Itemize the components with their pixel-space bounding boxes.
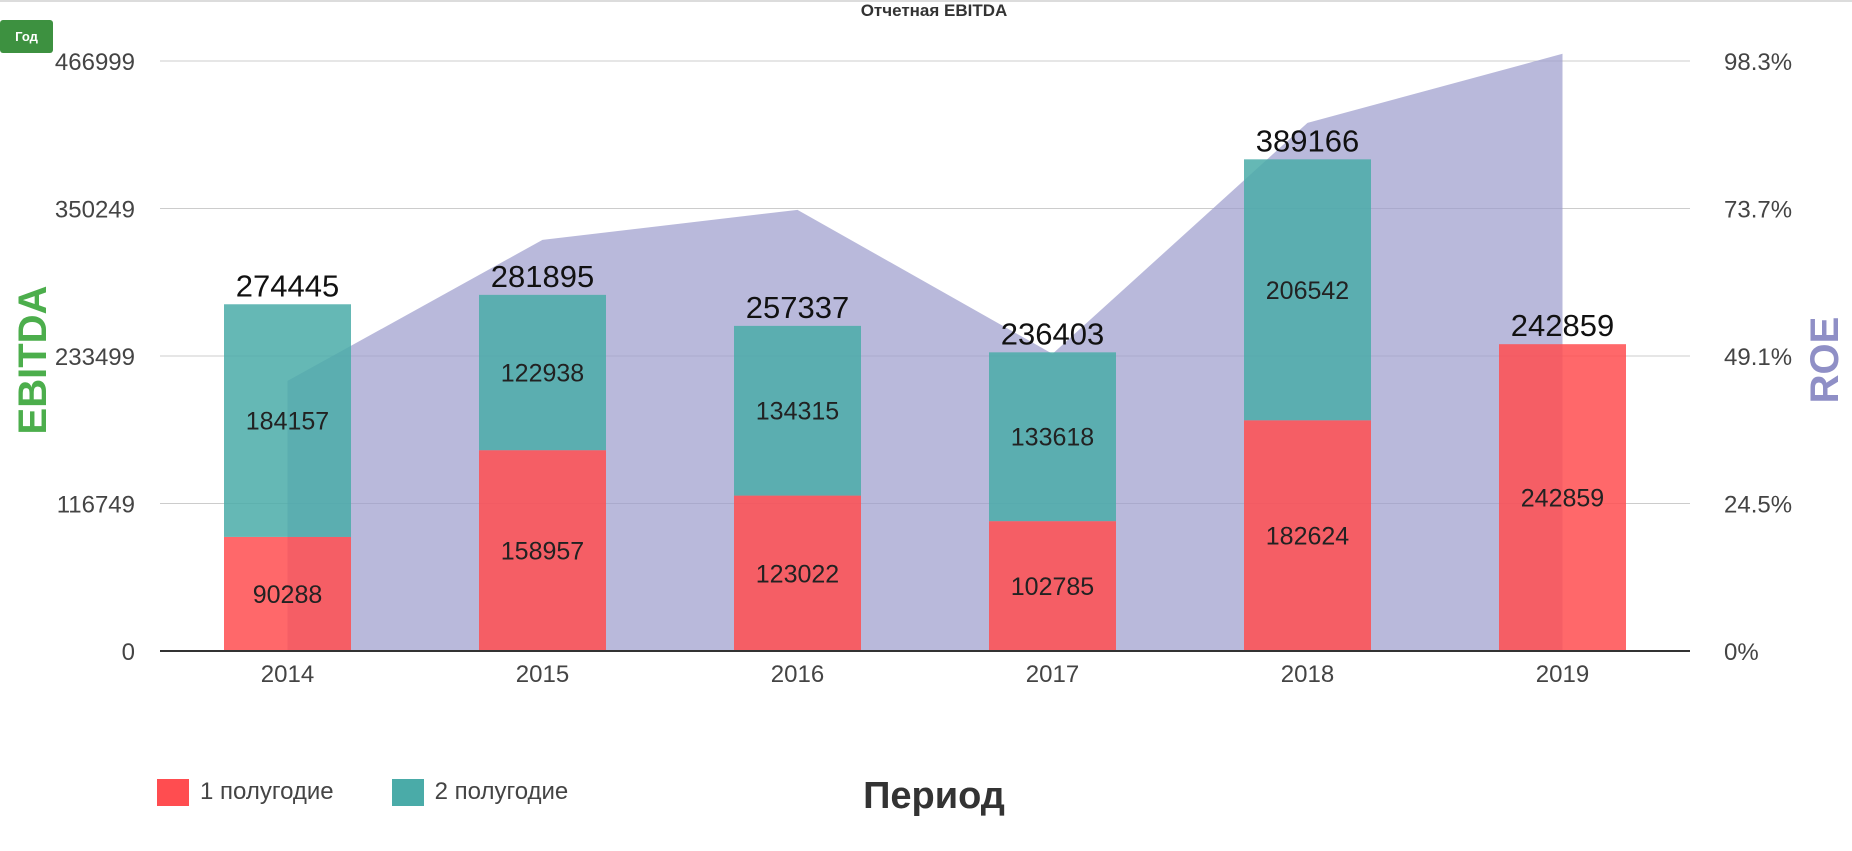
data-label-half1: 123022: [756, 560, 839, 588]
x-tick-label: 2019: [1536, 661, 1589, 688]
bar-half1: [734, 495, 861, 651]
data-label-half2: 133618: [1011, 424, 1094, 452]
data-label-half1: 182624: [1266, 523, 1350, 551]
bar-half1: [479, 450, 606, 651]
y2-axis-title: ROE: [1803, 317, 1847, 404]
data-label-half2: 206542: [1266, 277, 1349, 305]
bar-half2: [734, 325, 861, 496]
bar-half2: [479, 294, 606, 451]
data-label-total: 236403: [1001, 316, 1104, 351]
data-label-half2: 184157: [246, 408, 329, 436]
roe-area-series: [287, 53, 1563, 652]
y2-tick-label: 98.3%: [1724, 49, 1792, 76]
data-label-total: 274445: [236, 268, 339, 303]
data-label-half1: 242859: [1521, 485, 1604, 513]
y-axis-title: EBITDA: [11, 286, 55, 435]
y-tick-label: 466999: [55, 49, 135, 76]
legend-swatch-half2: [391, 778, 424, 806]
data-label-half1: 90288: [253, 581, 323, 609]
data-label-total: 281895: [491, 259, 594, 294]
x-tick-label: 2018: [1281, 661, 1334, 688]
period-year-button[interactable]: Год: [0, 20, 53, 53]
y2-tick-label: 0%: [1724, 639, 1759, 666]
data-label-total: 389166: [1256, 123, 1359, 158]
legend: 1 полугодие 2 полугодие: [157, 778, 626, 806]
data-label-total: 257337: [746, 290, 849, 325]
x-tick-label: 2014: [261, 661, 314, 688]
bar-half1: [989, 521, 1116, 651]
bar-half1: [1499, 344, 1626, 651]
data-label-half1: 158957: [501, 538, 584, 566]
y-tick-label: 233499: [55, 344, 135, 371]
data-label-half2: 122938: [501, 360, 584, 388]
y-tick-label: 0: [122, 639, 135, 666]
legend-label-half2: 2 полугодие: [434, 778, 569, 805]
bar-labels: 184157 90288 274445 122938 158957 281895 13431…: [236, 123, 1614, 609]
y-tick-label: 116749: [57, 492, 135, 519]
y2-tick-label: 73.7%: [1724, 197, 1792, 224]
bar-half2: [989, 352, 1116, 522]
legend-label-half1: 1 полугодие: [200, 778, 334, 805]
bar-half2: [1244, 159, 1371, 421]
roe-area: [287, 53, 1563, 652]
bar-half1: [1244, 420, 1371, 651]
bars: [224, 159, 1626, 651]
data-label-half1: 102785: [1011, 573, 1094, 601]
data-label-total: 242859: [1511, 308, 1614, 343]
axes: 0 116749 233499 350249 466999 0% 24.5% 49.1% 73.…: [55, 49, 1792, 688]
legend-item-half1[interactable]: 1 полугодие: [157, 778, 334, 806]
bar-half1: [224, 536, 351, 651]
x-tick-label: 2017: [1026, 661, 1079, 688]
legend-item-half2[interactable]: 2 полугодие: [391, 778, 569, 806]
y2-tick-label: 24.5%: [1724, 492, 1792, 519]
legend-swatch-half1: [157, 778, 189, 806]
y-tick-label: 350249: [55, 197, 135, 224]
top-border: [0, 0, 1852, 2]
x-tick-label: 2016: [771, 661, 824, 688]
x-axis-title: Период: [863, 775, 1005, 817]
chart-title: Отчетная EBITDA: [860, 1, 1008, 20]
data-label-half2: 134315: [756, 398, 839, 426]
x-tick-label: 2015: [516, 661, 569, 688]
y2-tick-label: 49.1%: [1724, 344, 1792, 371]
bar-half2: [224, 304, 351, 537]
